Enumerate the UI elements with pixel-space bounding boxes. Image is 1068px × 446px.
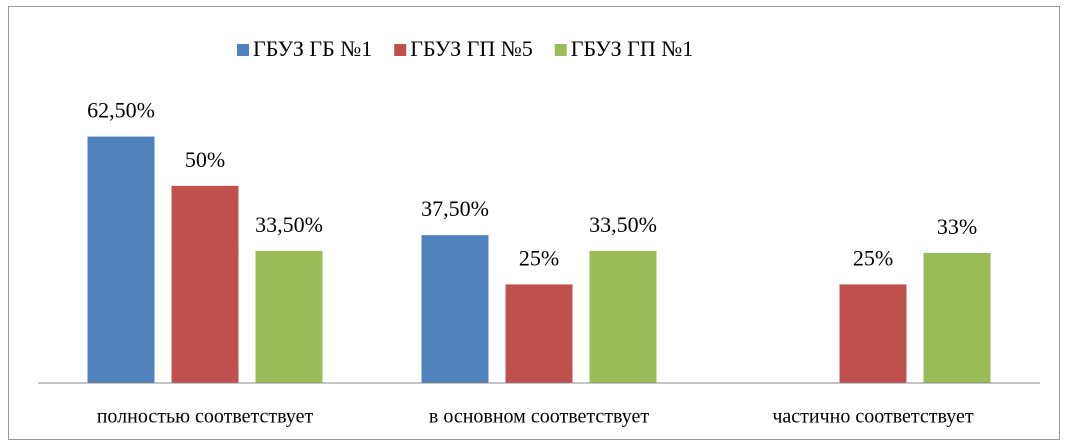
bar bbox=[923, 252, 991, 383]
bar bbox=[839, 284, 907, 383]
bar bbox=[421, 235, 489, 383]
data-label: 33,50% bbox=[255, 212, 323, 237]
data-label: 33,50% bbox=[589, 212, 657, 237]
data-label: 25% bbox=[853, 245, 893, 270]
data-label: 25% bbox=[519, 245, 559, 270]
legend-swatch bbox=[394, 44, 407, 56]
bar bbox=[505, 284, 573, 383]
legend-swatch bbox=[237, 44, 249, 56]
x-tick-label: в основном соответствует bbox=[429, 406, 649, 428]
bar bbox=[171, 185, 239, 383]
legend-label: ГБУЗ ГП №1 bbox=[571, 36, 693, 61]
data-label: 37,50% bbox=[421, 196, 489, 221]
data-label: 50% bbox=[185, 147, 225, 172]
bar bbox=[255, 250, 323, 383]
x-tick-label: частично соответствует bbox=[772, 406, 974, 428]
bar bbox=[87, 136, 155, 383]
x-tick-label: полностью соответствует bbox=[97, 406, 314, 428]
legend-swatch bbox=[554, 44, 567, 56]
legend-label: ГБУЗ ГП №5 bbox=[410, 36, 532, 61]
bar bbox=[589, 250, 657, 383]
legend-label: ГБУЗ ГБ №1 bbox=[253, 36, 372, 61]
data-label: 62,50% bbox=[87, 98, 155, 123]
data-label: 33% bbox=[937, 214, 977, 239]
